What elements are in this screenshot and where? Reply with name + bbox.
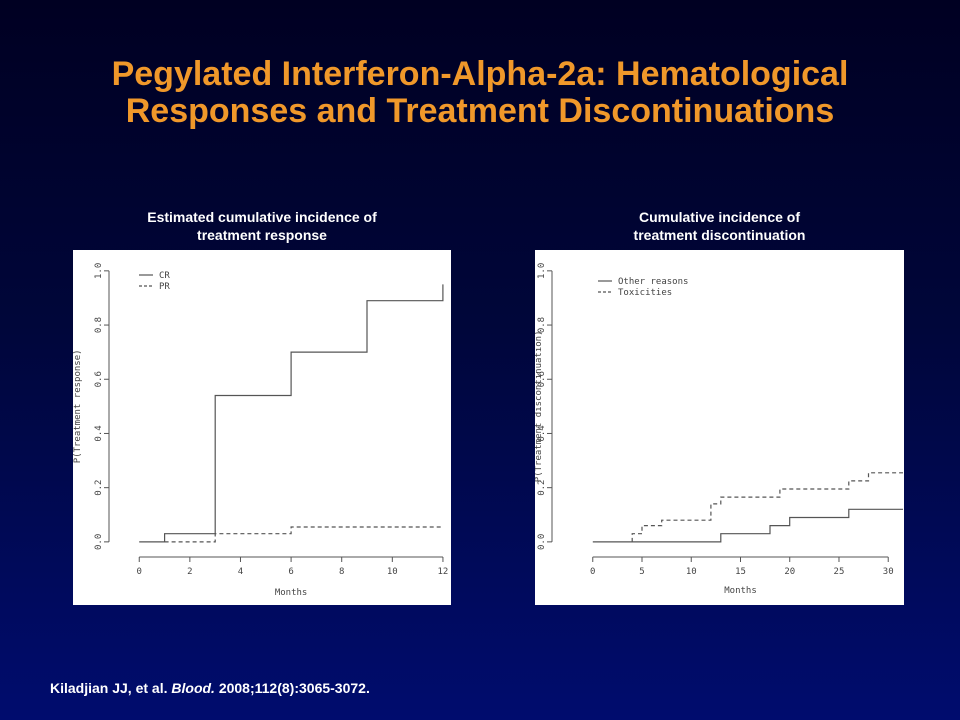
left-chart-caption: Estimated cumulative incidence of treatm… bbox=[72, 208, 452, 244]
left-caption-line2: treatment response bbox=[197, 227, 327, 243]
x-tick-label: 2 bbox=[187, 567, 192, 577]
slide-title-line1: Pegylated Interferon-Alpha-2a: Hematolog… bbox=[111, 55, 849, 93]
x-tick-label: 10 bbox=[686, 567, 697, 577]
legend-label: Other reasons bbox=[618, 277, 688, 287]
x-tick-label: 15 bbox=[735, 567, 746, 577]
y-tick-label: 0.6 bbox=[94, 371, 104, 387]
left-caption-line1: Estimated cumulative incidence of bbox=[147, 209, 377, 225]
y-tick-label: 0.8 bbox=[537, 317, 547, 333]
series-line-pr bbox=[164, 526, 443, 543]
x-tick-label: 5 bbox=[639, 567, 644, 577]
y-tick-label: 0.0 bbox=[537, 534, 547, 550]
series-line-other-reasons bbox=[592, 508, 903, 543]
x-tick-label: 8 bbox=[339, 567, 344, 577]
y-tick-label: 0.2 bbox=[537, 480, 547, 496]
right-caption-line1: Cumulative incidence of bbox=[638, 209, 801, 225]
citation-details: 2008;112(8):3065-3072. bbox=[214, 680, 370, 696]
y-axis-label: P(Treatment discontinuation) bbox=[535, 330, 544, 482]
x-axis-label: Months bbox=[275, 588, 308, 598]
slide-title: Pegylated Interferon-Alpha-2a: Hematolog… bbox=[0, 56, 960, 130]
x-tick-label: 25 bbox=[834, 567, 845, 577]
y-tick-label: 0.4 bbox=[537, 425, 547, 441]
legend-label: CR bbox=[159, 271, 170, 281]
y-tick-label: 1.0 bbox=[537, 263, 547, 279]
series-line-toxicities bbox=[631, 472, 903, 542]
citation: Kiladjian JJ, et al. Blood. 2008;112(8):… bbox=[50, 680, 370, 696]
y-tick-label: 0.6 bbox=[537, 371, 547, 387]
right-caption-line2: treatment discontinuation bbox=[633, 227, 806, 243]
y-tick-label: 0.0 bbox=[94, 534, 104, 550]
x-tick-label: 0 bbox=[590, 567, 595, 577]
y-tick-label: 0.8 bbox=[94, 317, 104, 333]
y-axis-label: P(Treatment response) bbox=[73, 349, 83, 463]
citation-journal: Blood. bbox=[171, 680, 215, 696]
x-tick-label: 6 bbox=[288, 567, 293, 577]
right-chart-panel: 0 5 10 15 20 25 30 Months 0.0 0.2 0.4 0.6 0.8 1.0 P(Tr… bbox=[535, 250, 904, 605]
x-tick-label: 4 bbox=[238, 567, 243, 577]
left-chart-panel: 0 2 4 6 8 10 12 Months 0.0 0.2 0.4 0.6 0.8 1.0 P(Treat… bbox=[73, 250, 451, 605]
x-tick-label: 30 bbox=[883, 567, 894, 577]
treatment-discontinuation-chart: 0 5 10 15 20 25 30 Months 0.0 0.2 0.4 0.6 0.8 1.0 P(Tr… bbox=[535, 263, 903, 596]
y-tick-label: 0.2 bbox=[94, 480, 104, 496]
x-tick-label: 12 bbox=[438, 567, 449, 577]
citation-authors: Kiladjian JJ, et al. bbox=[50, 680, 172, 696]
legend-label: Toxicities bbox=[618, 288, 672, 298]
slide-title-line2: Responses and Treatment Discontinuations bbox=[125, 92, 835, 130]
series-line-cr bbox=[139, 284, 444, 543]
x-axis-label: Months bbox=[724, 586, 757, 596]
y-tick-label: 0.4 bbox=[94, 425, 104, 441]
x-tick-label: 10 bbox=[387, 567, 398, 577]
x-tick-label: 20 bbox=[784, 567, 795, 577]
right-chart-caption: Cumulative incidence of treatment discon… bbox=[535, 208, 904, 244]
legend-label: PR bbox=[159, 282, 170, 292]
x-tick-label: 0 bbox=[137, 567, 142, 577]
treatment-response-chart: 0 2 4 6 8 10 12 Months 0.0 0.2 0.4 0.6 0.8 1.0 P(Treat… bbox=[73, 263, 449, 598]
y-tick-label: 1.0 bbox=[94, 263, 104, 279]
